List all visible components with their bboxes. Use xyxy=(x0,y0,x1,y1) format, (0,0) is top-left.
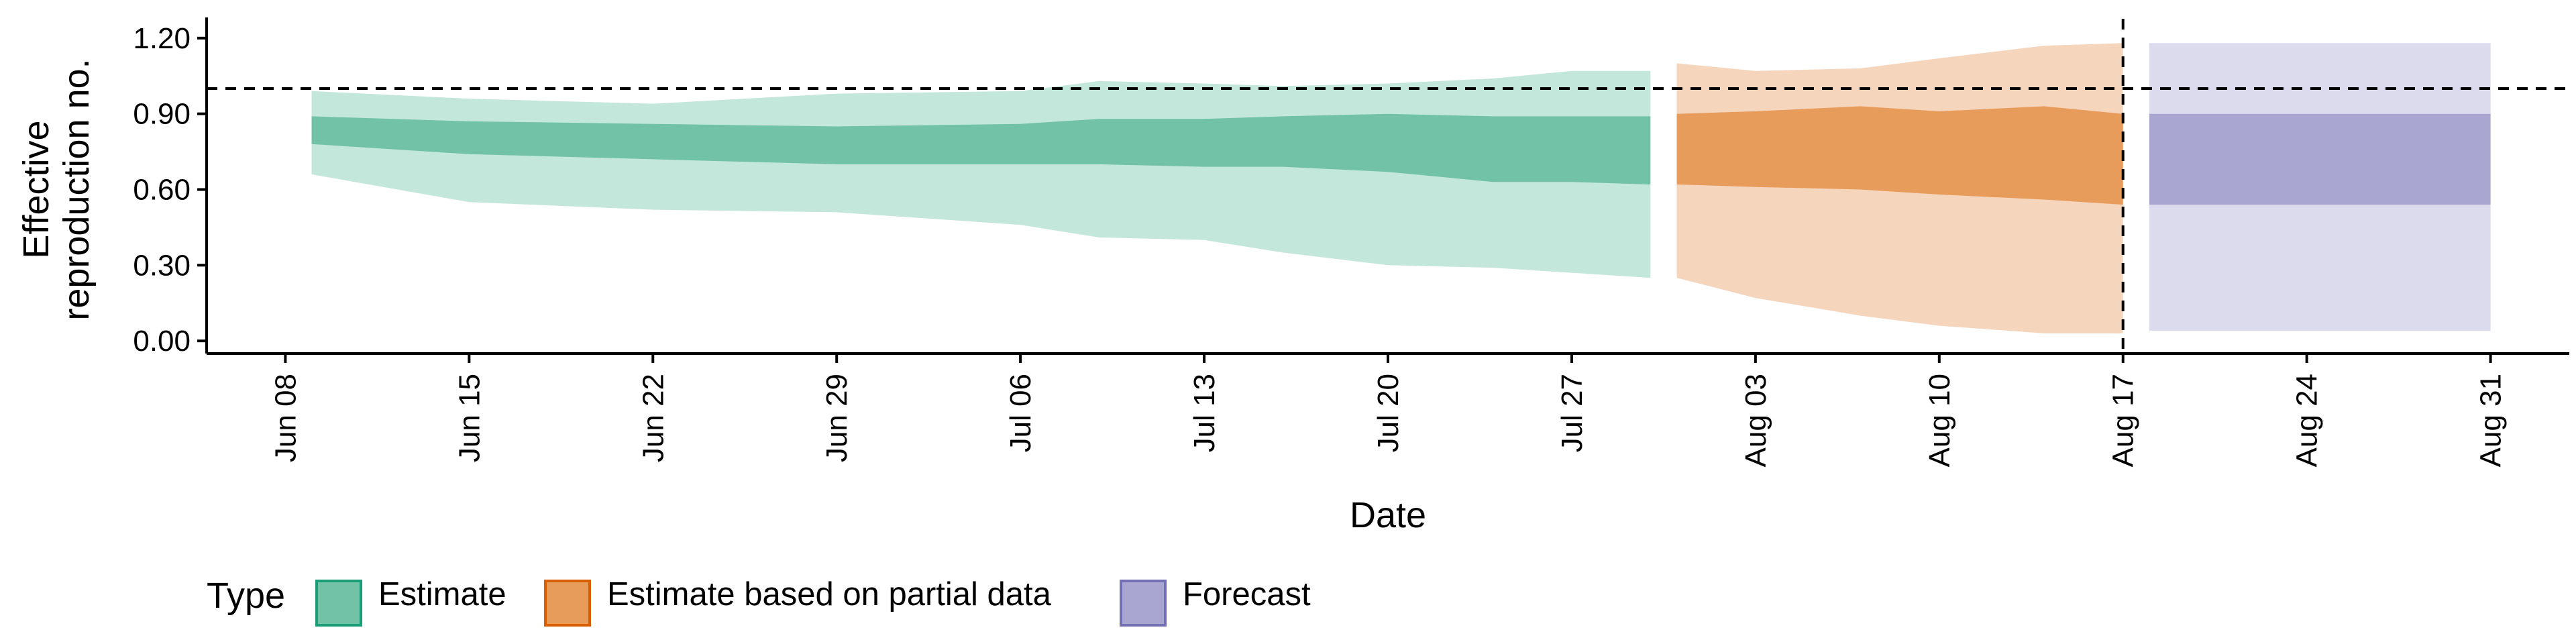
x-axis-title: Date xyxy=(1350,495,1426,535)
axes: 0.00 0.30 0.60 0.90 1.20 Jun 08 Jun 15 Jun 22 Ju… xyxy=(133,17,2569,467)
x-tick-label: Aug 10 xyxy=(1923,374,1956,467)
y-tick-label: 0.30 xyxy=(133,249,191,282)
bands-layer xyxy=(311,43,2491,333)
legend-title: Type xyxy=(207,576,285,616)
y-axis-title-line-1: Effective xyxy=(16,120,56,258)
x-tick-label: Jul 13 xyxy=(1188,374,1221,452)
legend-label-forecast: Forecast xyxy=(1183,576,1311,612)
legend-key-forecast xyxy=(1120,580,1167,627)
x-tick-label: Jun 29 xyxy=(820,374,853,462)
legend-label-partial-data: Estimate based on partial data xyxy=(607,576,1052,612)
x-tick-label: Jul 06 xyxy=(1004,374,1037,452)
x-tick-label: Jun 08 xyxy=(269,374,302,462)
y-axis-title-line-2: reproduction no. xyxy=(56,58,97,320)
x-tick-label: Jul 27 xyxy=(1556,374,1589,452)
x-tick-label: Aug 31 xyxy=(2475,374,2508,467)
x-tick-label: Aug 03 xyxy=(1739,374,1772,467)
y-tick-label: 0.90 xyxy=(133,98,191,131)
y-tick-label: 0.60 xyxy=(133,174,191,207)
x-tick-label: Jun 15 xyxy=(453,374,486,462)
y-tick-label: 0.00 xyxy=(133,325,191,358)
legend-label-estimate: Estimate xyxy=(378,576,506,612)
legend-key-partial-data xyxy=(544,580,591,627)
y-tick-label: 1.20 xyxy=(133,22,191,55)
band-inner-forecast xyxy=(2149,113,2491,205)
axis-titles: Date Effective reproduction no. xyxy=(16,58,1426,535)
band-inner-estimate-based-on-partial-data xyxy=(1676,106,2123,205)
legend: Type Estimate Estimate based on partial … xyxy=(207,576,1311,627)
legend-key-estimate xyxy=(315,580,362,627)
x-tick-label: Jul 20 xyxy=(1372,374,1405,452)
band-inner-estimate xyxy=(311,113,1651,184)
x-tick-label: Aug 17 xyxy=(2107,374,2140,467)
x-tick-label: Jun 22 xyxy=(637,374,669,462)
x-tick-label: Aug 24 xyxy=(2291,374,2324,467)
